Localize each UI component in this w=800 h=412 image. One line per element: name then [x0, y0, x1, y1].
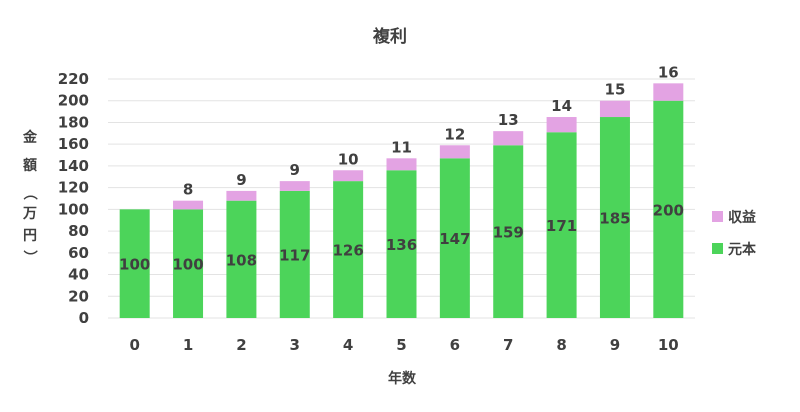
- bar-label-return: 8: [183, 181, 193, 199]
- bar-label-principal: 185: [599, 210, 630, 228]
- bar-principal: [599, 117, 630, 318]
- bar-principal: [333, 181, 364, 318]
- bar-label-principal: 100: [172, 256, 203, 274]
- x-tick-label: 1: [183, 336, 193, 354]
- bar-label-principal: 108: [226, 251, 257, 269]
- x-tick-label: 0: [129, 336, 139, 354]
- x-tick-label: 8: [556, 336, 566, 354]
- legend-label: 元本: [728, 241, 757, 258]
- y-axis-title-char: 金: [22, 129, 38, 146]
- y-tick-label: 160: [58, 135, 89, 153]
- bar-label-principal: 126: [332, 242, 363, 260]
- x-tick-label: 6: [450, 336, 460, 354]
- bar-return: [653, 83, 684, 101]
- bar-principal: [173, 209, 204, 318]
- y-axis-ticks: 0 20 40 60 80 100 120 140 160 180 200 220: [58, 70, 89, 327]
- bar-label-return: 16: [658, 63, 679, 81]
- y-axis-title-char: 万: [22, 206, 37, 222]
- y-tick-label: 120: [58, 179, 89, 197]
- legend-label: 収益: [728, 209, 756, 226]
- x-tick-label: 3: [290, 336, 300, 354]
- y-tick-label: 40: [68, 266, 89, 284]
- bar-return: [279, 181, 310, 191]
- x-tick-label: 4: [343, 336, 353, 354]
- x-axis-ticks: 0 1 2 3 4 5 6 7 8 9 10: [129, 336, 678, 354]
- y-tick-label: 100: [58, 200, 89, 218]
- x-tick-label: 10: [658, 336, 679, 354]
- legend-swatch: [712, 243, 723, 254]
- bar-label-return: 15: [605, 81, 626, 99]
- bar-return: [386, 158, 417, 171]
- y-axis-title: 金額 （ 万円 ）: [21, 129, 38, 264]
- y-tick-label: 60: [68, 244, 89, 262]
- x-axis-title: 年数: [388, 370, 417, 387]
- bar-label-principal: 200: [653, 201, 684, 219]
- bar-label-principal: 136: [386, 236, 417, 254]
- bar-label-return: 11: [391, 138, 412, 156]
- bar-label-return: 9: [236, 171, 246, 189]
- chart-title: 複利: [372, 26, 407, 47]
- x-tick-label: 2: [236, 336, 246, 354]
- bar-label-return: 10: [338, 150, 359, 168]
- bar-label-principal: 117: [279, 246, 310, 264]
- x-tick-label: 5: [396, 336, 406, 354]
- y-axis-title-char: ）: [21, 250, 37, 264]
- y-axis-title-char: （: [21, 186, 37, 200]
- y-axis-title-char: 円: [23, 228, 37, 244]
- bar-label-principal: 147: [439, 230, 470, 248]
- bar-return: [599, 100, 630, 118]
- y-tick-label: 0: [79, 309, 89, 327]
- y-tick-label: 140: [58, 157, 89, 175]
- y-tick-label: 220: [58, 70, 89, 88]
- y-tick-label: 200: [58, 92, 89, 110]
- bar-principal: [119, 209, 150, 318]
- bar-label-principal: 159: [493, 224, 524, 242]
- bar-return: [493, 131, 524, 146]
- bar-label-return: 9: [290, 161, 300, 179]
- legend-swatch: [712, 211, 723, 222]
- bar-principal: [439, 158, 470, 318]
- x-tick-label: 9: [610, 336, 620, 354]
- bar-return: [333, 170, 364, 182]
- bar-return: [226, 190, 257, 201]
- y-tick-label: 80: [68, 222, 89, 240]
- y-axis-title-char: 額: [22, 157, 37, 174]
- bars: 100 100 8 108 9 117 9 126 10 136 11 147 12 159 13 171 14…: [119, 63, 684, 319]
- bar-return: [546, 117, 577, 133]
- y-tick-label: 180: [58, 113, 89, 131]
- bar-principal: [653, 100, 684, 319]
- bar-label-return: 14: [551, 97, 572, 115]
- x-tick-label: 7: [503, 336, 513, 354]
- bar-label-principal: 171: [546, 217, 577, 235]
- bar-label-return: 12: [444, 125, 465, 143]
- bar-return: [439, 145, 470, 159]
- bar-principal: [279, 190, 310, 318]
- bar-principal: [226, 200, 257, 318]
- y-tick-label: 20: [68, 287, 89, 305]
- bar-principal: [386, 170, 417, 318]
- bar-return: [173, 200, 204, 210]
- bar-principal: [546, 132, 577, 318]
- bar-label-principal: 100: [119, 256, 150, 274]
- bar-principal: [493, 145, 524, 318]
- bar-label-return: 13: [498, 111, 519, 129]
